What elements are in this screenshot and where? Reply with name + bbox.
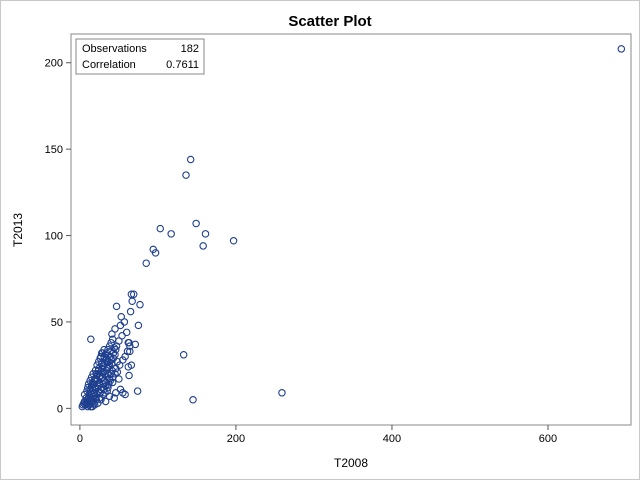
x-tick-label: 200 xyxy=(227,433,245,445)
scatter-point xyxy=(107,356,115,364)
scatter-point xyxy=(83,402,92,411)
scatter-point xyxy=(94,399,102,407)
scatter-point xyxy=(97,352,105,361)
scatter-point xyxy=(124,338,133,347)
scatter-point xyxy=(109,349,118,357)
x-axis-label: T2008 xyxy=(334,456,368,470)
stats-value-correlation: 0.7611 xyxy=(166,59,199,71)
scatter-point xyxy=(87,335,95,343)
scatter-point xyxy=(105,342,114,350)
scatter-point xyxy=(86,376,94,385)
scatter-point xyxy=(199,242,207,250)
stats-label-correlation: Correlation xyxy=(82,59,136,71)
scatter-point xyxy=(142,259,150,267)
scatter-point xyxy=(129,290,138,299)
scatter-point xyxy=(93,361,101,369)
stats-value-observations: 182 xyxy=(181,43,199,55)
stats-inset: Observations 182 Correlation 0.7611 xyxy=(75,38,205,75)
scatter-point xyxy=(97,383,106,392)
data-points xyxy=(78,45,626,411)
scatter-point xyxy=(126,342,134,350)
scatter-point xyxy=(617,45,626,53)
scatter-point xyxy=(136,300,144,309)
scatter-point xyxy=(120,318,129,326)
scatter-point xyxy=(125,371,133,380)
scatter-point xyxy=(111,351,119,359)
plot-area xyxy=(70,33,632,426)
scatter-point xyxy=(108,378,117,387)
scatter-point xyxy=(112,302,121,311)
scatter-point xyxy=(133,387,142,395)
scatter-point xyxy=(100,345,108,354)
scatter-point xyxy=(121,390,129,399)
chart-title: Scatter Plot xyxy=(288,13,371,30)
scatter-point xyxy=(127,361,136,369)
scatter-point xyxy=(127,290,136,299)
scatter-point xyxy=(182,171,190,179)
scatter-point xyxy=(122,328,131,337)
scatter-point xyxy=(87,373,96,382)
scatter-point xyxy=(179,351,188,359)
scatter-point xyxy=(126,347,134,356)
scatter-point xyxy=(118,332,126,340)
stats-inset-box xyxy=(75,38,205,75)
scatter-point xyxy=(95,394,104,402)
scatter-point xyxy=(101,351,110,359)
scatter-point xyxy=(112,389,120,397)
y-tick-label: 100 xyxy=(45,231,63,243)
x-tick-label: 0 xyxy=(77,433,83,445)
x-tick-label: 400 xyxy=(383,433,401,445)
scatter-point xyxy=(278,389,286,397)
scatter-point xyxy=(156,224,165,233)
scatter-point xyxy=(126,307,135,316)
y-axis: 0 50 100 150 200 xyxy=(45,58,71,415)
scatter-point xyxy=(83,383,92,392)
scatter-point xyxy=(84,380,93,388)
scatter-point xyxy=(229,236,238,245)
scatter-point xyxy=(110,394,118,402)
y-tick-label: 150 xyxy=(45,144,63,156)
scatter-point xyxy=(108,330,116,338)
stats-label-observations: Observations xyxy=(82,43,147,55)
scatter-point xyxy=(116,321,125,330)
y-tick-label: 200 xyxy=(45,58,63,70)
scatter-point xyxy=(86,385,94,394)
x-axis: 0 200 400 600 xyxy=(77,425,557,445)
scatter-point xyxy=(101,397,110,406)
scatter-point xyxy=(186,155,195,164)
x-tick-label: 600 xyxy=(539,433,557,445)
scatter-point xyxy=(189,395,197,404)
y-tick-label: 0 xyxy=(57,403,63,415)
scatter-point xyxy=(116,385,125,394)
scatter-point xyxy=(128,297,136,305)
scatter-point xyxy=(192,219,200,228)
scatter-point xyxy=(103,387,111,395)
scatter-point xyxy=(108,366,116,375)
y-axis-label: T2013 xyxy=(11,213,25,247)
scatter-point xyxy=(167,230,175,238)
scatter-point xyxy=(201,230,210,238)
scatter-point xyxy=(134,321,143,330)
scatter-point xyxy=(91,366,100,375)
y-tick-label: 50 xyxy=(51,317,63,329)
scatter-point xyxy=(105,380,113,388)
scatter-point xyxy=(151,249,160,257)
